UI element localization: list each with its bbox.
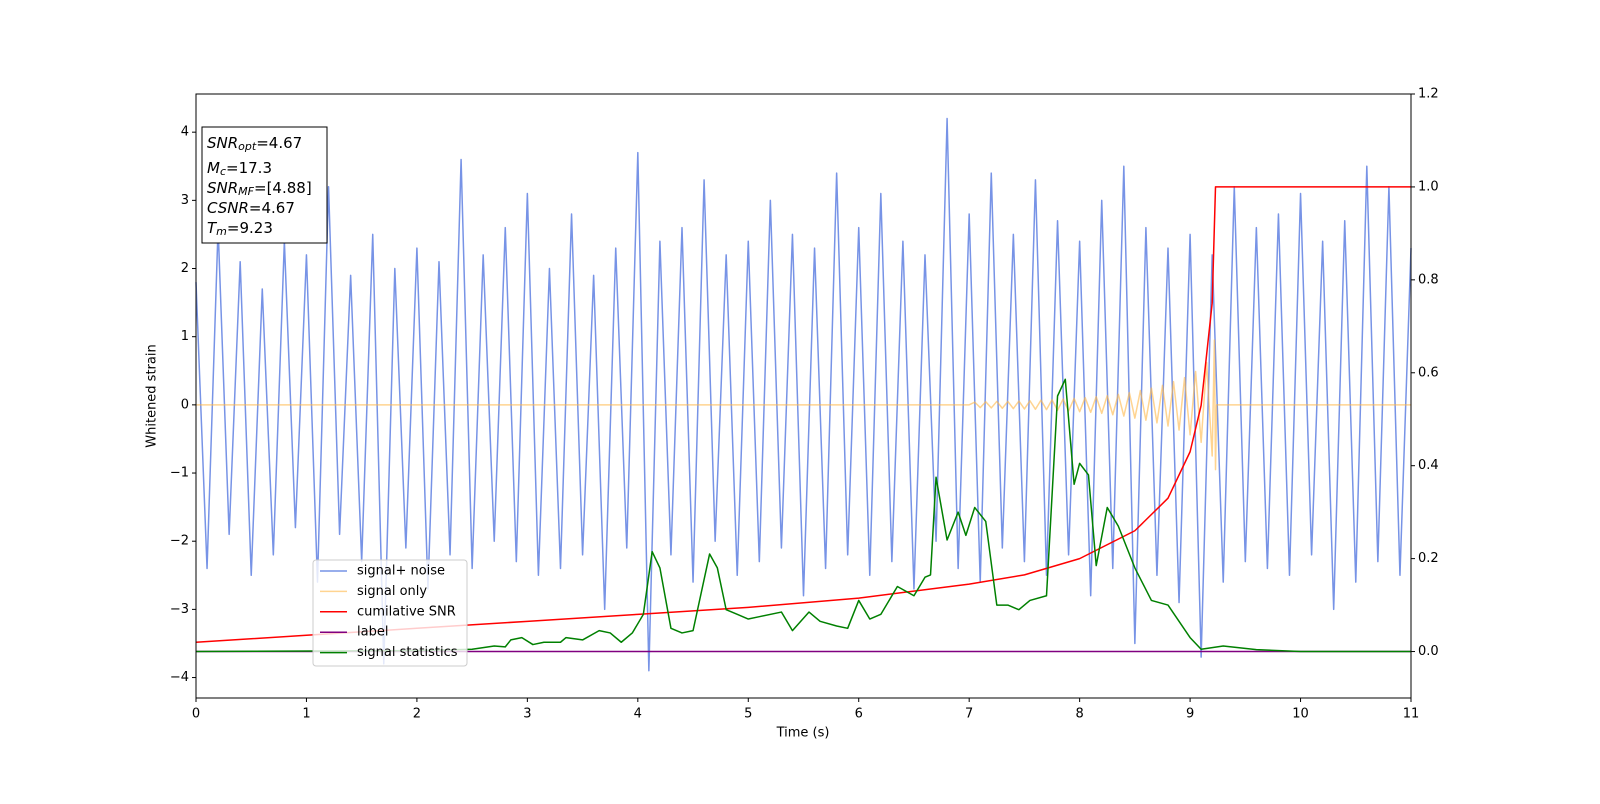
annotation: SNRopt=4.67Mc=17.3SNRMF=[4.88]CSNR=4.67T… [201,126,328,244]
annotation-subscript: m [216,225,227,238]
annotation-symbol: M [207,159,220,177]
x-tick-label: 6 [855,707,863,722]
y2-tick-label: 0.0 [1418,644,1439,659]
y-tick-label: 0 [181,397,189,412]
annotation-box [201,126,328,244]
x-tick-label: 9 [1186,707,1194,722]
x-tick-label: 0 [192,707,200,722]
legend-label: cumilative SNR [357,604,456,619]
annotation-symbol: SNR [207,179,238,197]
x-tick-label: 11 [1403,707,1420,722]
legend: signal+ noise signal only cumilative SNR la… [312,559,468,667]
y-tick-label: −4 [170,670,189,685]
series-line [195,186,1411,643]
y2-tick-label: 0.8 [1418,272,1439,287]
x-axis-label: Time (s) [776,726,830,741]
x-tick-label: 8 [1075,707,1083,722]
y2-tick-label: 1.2 [1418,87,1439,102]
y-tick-label: 3 [181,193,189,208]
annotation-subscript: opt [238,140,257,153]
legend-label: signal statistics [357,645,458,660]
y2-tick-label: 0.6 [1418,365,1439,380]
annotation-text: SNRMF=[4.88] [207,179,312,199]
annotation-subscript: c [220,165,226,178]
annotation-symbol: SNR [207,134,238,152]
y-tick-label: 4 [181,125,189,140]
annotation-value: =17.3 [226,159,272,177]
x-tick-label: 7 [965,707,973,722]
annotation-value: =4.67 [256,134,302,152]
annotation-text: CSNR=4.67 [207,199,295,217]
x-tick-label: 3 [523,707,531,722]
annotation-subscript: MF [238,185,254,198]
legend-box [312,559,468,667]
series-line [196,339,1411,471]
x-tick-label: 10 [1292,707,1309,722]
annotation-value: =9.23 [227,219,273,237]
y-tick-label: −1 [170,466,189,481]
annotation-text: Tm=9.23 [207,219,273,239]
series-line [195,378,1411,653]
y-tick-label: 2 [181,261,189,276]
y2-tick-label: 1.0 [1418,179,1439,194]
annotation-text: Mc=17.3 [207,159,272,179]
x-tick-label: 2 [413,707,421,722]
y-tick-label: −2 [170,534,189,549]
annotation-symbol: CSNR [207,199,249,217]
x-tick-label: 5 [744,707,752,722]
legend-label: signal+ noise [357,564,445,579]
y-tick-label: 1 [181,329,189,344]
annotation-symbol: T [207,219,218,237]
y-tick-label: −3 [170,602,189,617]
y-axis-label: Whitened strain [145,344,160,447]
annotation-value: =[4.88] [254,179,312,197]
legend-label: label [357,625,388,640]
annotation-text: SNRopt=4.67 [207,134,302,154]
y2-tick-label: 0.4 [1418,458,1439,473]
x-tick-label: 4 [634,707,642,722]
annotation-value: =4.67 [249,199,295,217]
axes-frame [195,93,1412,699]
y2-tick-label: 0.2 [1418,551,1439,566]
legend-label: signal only [357,584,427,599]
x-tick-label: 1 [302,707,310,722]
